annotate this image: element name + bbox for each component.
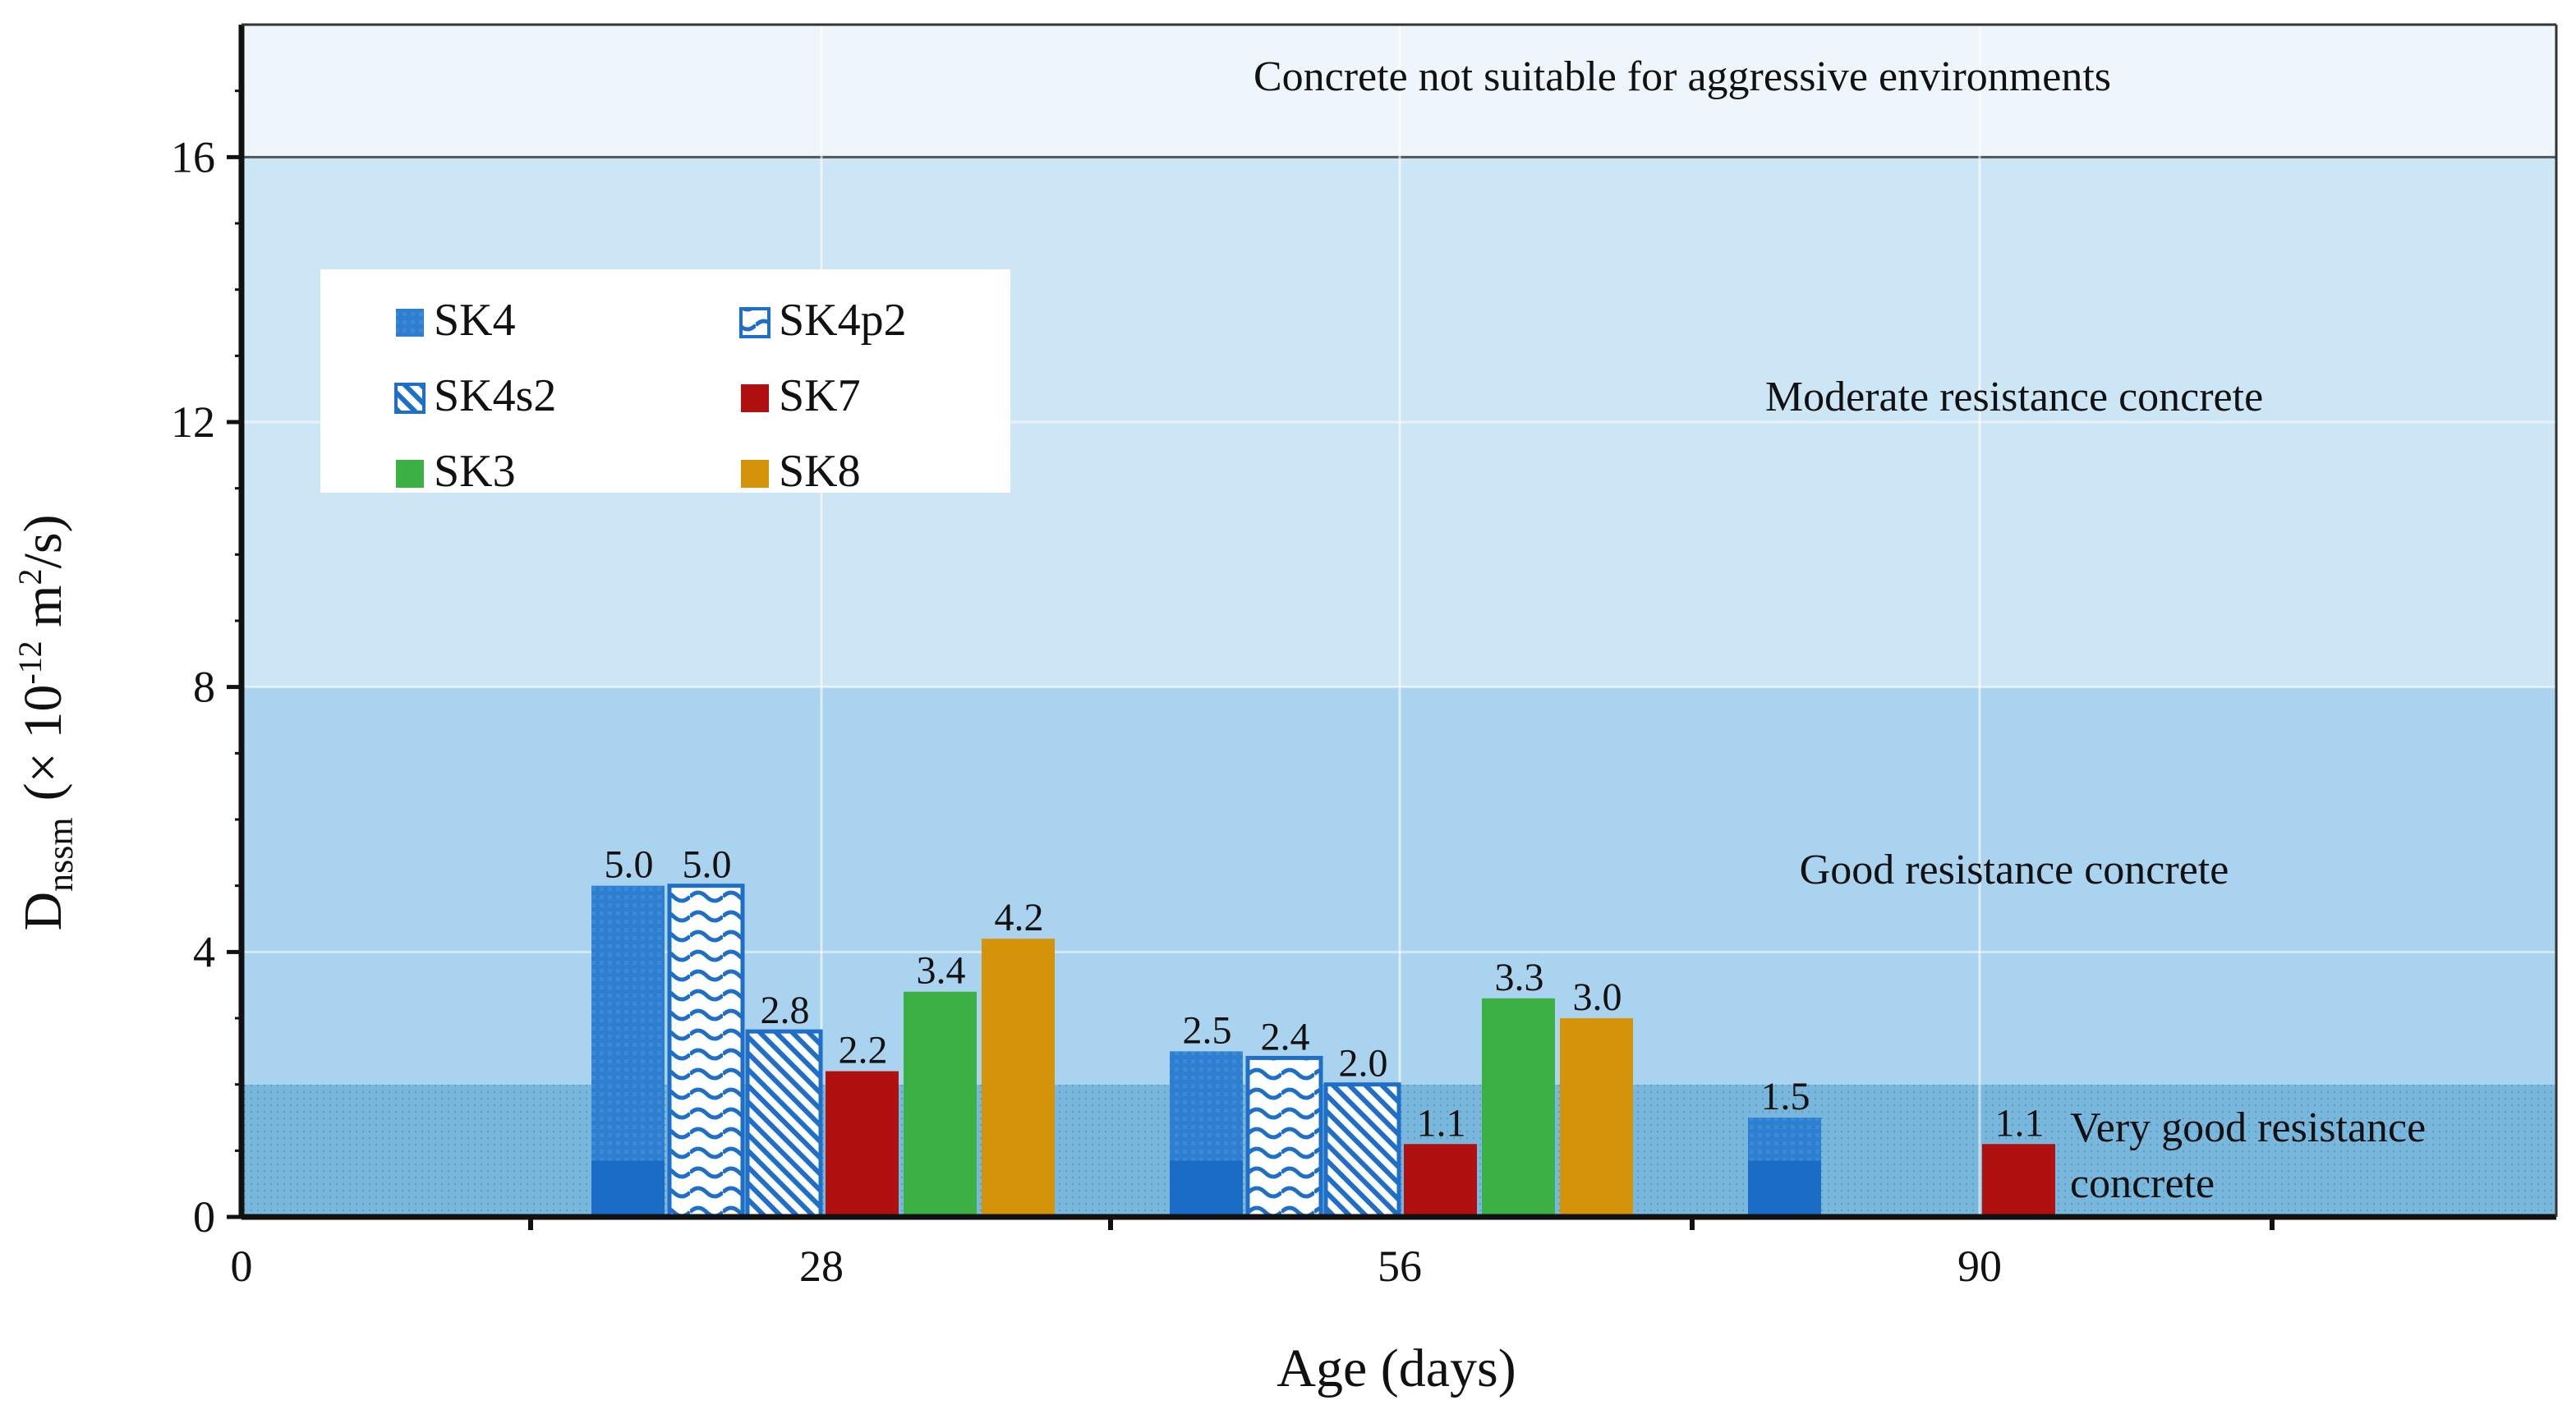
y-tick-label: 8 (193, 663, 215, 712)
bar-sk7-28 (826, 1071, 899, 1217)
legend-label-sk8: SK8 (779, 446, 861, 497)
bar-sk4p2-28 (667, 884, 745, 1219)
zone-label: Good resistance concrete (1800, 847, 2229, 893)
data-label: 1.1 (1995, 1101, 2045, 1145)
legend-label-sk3: SK3 (434, 446, 516, 497)
bar-sk4s2-56 (1323, 1082, 1401, 1219)
bar-sk4s2-28 (745, 1029, 823, 1219)
data-label: 2.4 (1261, 1015, 1310, 1058)
bar-sk3-56 (1482, 998, 1555, 1217)
data-label: 5.0 (683, 843, 732, 887)
legend-swatch-sk4 (396, 309, 424, 337)
legend-swatch-sk7 (741, 384, 769, 412)
bar-sk4p2-56 (1245, 1055, 1323, 1219)
y-tick-label: 16 (171, 132, 215, 181)
x-tick-label: 28 (799, 1242, 844, 1291)
bar-sk8-56 (1560, 1018, 1633, 1217)
x-axis-title: Age (days) (1276, 1338, 1516, 1398)
x-tick-label: 0 (231, 1242, 253, 1291)
data-label: 2.2 (839, 1029, 888, 1072)
data-label: 3.3 (1495, 956, 1544, 999)
zone-label-line2: concrete (2070, 1160, 2215, 1207)
legend-swatch-sk4s2 (394, 383, 426, 414)
y-axis-title: Dnssm(× 10-12 m2/s) (12, 514, 80, 930)
x-tick-label: 56 (1378, 1242, 1422, 1291)
x-tick-label: 90 (1957, 1242, 2002, 1291)
data-label: 5.0 (605, 843, 654, 887)
legend-swatch-sk3 (396, 460, 424, 488)
data-label: 1.1 (1417, 1101, 1466, 1145)
y-tick-label: 0 (193, 1192, 215, 1242)
data-label: 4.2 (995, 896, 1044, 939)
y-tick-label: 4 (193, 927, 215, 976)
legend-label-sk4s2: SK4s2 (434, 370, 556, 421)
zone-label: Concrete not suitable for aggressive env… (1254, 53, 2111, 100)
zone-label: Very good resistance (2070, 1104, 2426, 1151)
data-label: 2.0 (1339, 1042, 1388, 1086)
data-label: 2.8 (761, 989, 810, 1032)
bar-sk8-28 (982, 939, 1055, 1217)
bar-base-shade (591, 1160, 665, 1217)
y-tick-label: 12 (171, 397, 215, 447)
zone-label: Moderate resistance concrete (1765, 374, 2263, 420)
legend-label-sk4: SK4 (434, 295, 516, 346)
data-label: 1.5 (1761, 1075, 1810, 1118)
bar-sk3-28 (904, 991, 977, 1217)
data-label: 2.5 (1183, 1008, 1232, 1052)
bar-sk7-90 (1982, 1144, 2055, 1217)
data-label: 3.0 (1573, 976, 1622, 1019)
legend-swatch-sk4p2 (739, 307, 770, 338)
legend-label-sk7: SK7 (779, 370, 861, 421)
data-label: 3.4 (917, 949, 966, 993)
legend-swatch-sk8 (741, 460, 769, 488)
bar-base-shade (1748, 1160, 1821, 1217)
legend-label-sk4p2: SK4p2 (779, 295, 907, 346)
legend-box (320, 269, 1010, 493)
bar-base-shade (1170, 1160, 1243, 1217)
bar-sk7-56 (1404, 1144, 1477, 1217)
